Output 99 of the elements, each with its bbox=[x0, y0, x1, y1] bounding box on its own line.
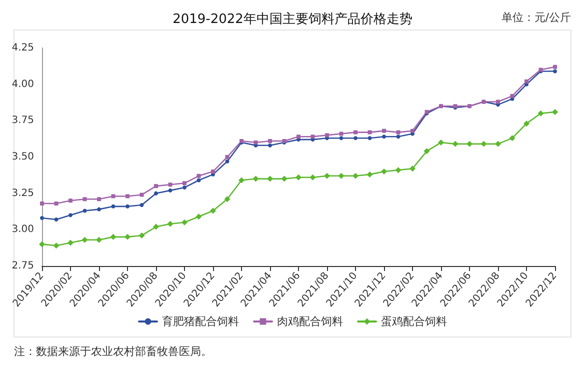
point bbox=[466, 140, 472, 147]
point bbox=[167, 220, 174, 227]
point bbox=[40, 216, 44, 220]
point bbox=[368, 136, 372, 140]
point bbox=[496, 100, 500, 104]
point bbox=[310, 174, 316, 180]
point bbox=[438, 139, 444, 146]
point bbox=[68, 213, 72, 218]
point bbox=[126, 204, 130, 208]
y-tick-label: 3.25 bbox=[12, 188, 34, 199]
point bbox=[182, 186, 186, 190]
y-tick-label: 3.00 bbox=[12, 224, 34, 236]
text: 单位：元/公斤 bbox=[501, 11, 572, 24]
point bbox=[196, 178, 201, 182]
point bbox=[225, 159, 230, 164]
point bbox=[339, 132, 344, 136]
point bbox=[382, 128, 386, 133]
point bbox=[382, 134, 386, 139]
point bbox=[338, 172, 344, 179]
point bbox=[552, 108, 558, 115]
point bbox=[296, 134, 300, 139]
point bbox=[424, 148, 430, 154]
point bbox=[381, 168, 387, 175]
y-tick-label: 4.25 bbox=[12, 42, 34, 54]
point bbox=[281, 176, 288, 182]
point bbox=[97, 197, 101, 202]
point bbox=[111, 194, 116, 198]
point bbox=[111, 204, 116, 208]
point bbox=[211, 170, 215, 174]
point bbox=[68, 240, 74, 246]
point bbox=[396, 134, 400, 139]
point bbox=[238, 177, 244, 184]
point bbox=[168, 188, 172, 192]
point bbox=[538, 110, 544, 116]
point bbox=[354, 136, 358, 140]
point bbox=[82, 208, 87, 213]
point bbox=[182, 219, 188, 226]
point bbox=[39, 241, 45, 248]
point bbox=[553, 69, 557, 74]
point bbox=[254, 140, 258, 144]
point bbox=[124, 234, 130, 240]
point bbox=[54, 217, 58, 222]
point bbox=[339, 136, 344, 140]
point bbox=[82, 236, 88, 243]
point bbox=[495, 140, 501, 147]
point bbox=[154, 184, 158, 188]
point bbox=[268, 143, 272, 148]
y-tick-label: 4.00 bbox=[12, 78, 34, 90]
point bbox=[410, 128, 414, 133]
point bbox=[182, 181, 186, 186]
point bbox=[352, 172, 358, 179]
point bbox=[324, 172, 330, 179]
point bbox=[480, 140, 487, 147]
point bbox=[268, 139, 272, 144]
point bbox=[366, 171, 373, 178]
chart-title: 2019-2022年中国主要饲料产品价格走势 bbox=[172, 11, 412, 27]
point bbox=[310, 134, 315, 139]
point bbox=[168, 182, 172, 187]
point bbox=[396, 130, 400, 134]
legend-label: 育肥猪配合饲料 bbox=[162, 315, 239, 328]
y-tick-label: 3.50 bbox=[12, 152, 34, 162]
point bbox=[68, 198, 72, 203]
point bbox=[354, 130, 358, 134]
legend-label: 肉鸡配合饲料 bbox=[277, 315, 343, 328]
point bbox=[510, 94, 514, 98]
point bbox=[97, 207, 101, 212]
point bbox=[296, 174, 302, 180]
point bbox=[154, 191, 158, 196]
legend-label: 蛋鸡配合饲料 bbox=[381, 315, 447, 328]
point bbox=[196, 214, 202, 220]
point bbox=[410, 166, 416, 172]
y-tick-label: 2.75 bbox=[12, 260, 34, 272]
point bbox=[138, 232, 145, 238]
point bbox=[553, 64, 557, 69]
point bbox=[210, 208, 216, 214]
point bbox=[368, 130, 372, 134]
point bbox=[509, 135, 516, 142]
point bbox=[524, 120, 530, 127]
point bbox=[452, 140, 458, 147]
text: 注：数据来源于农业农村部畜牧兽医局。 bbox=[14, 345, 212, 358]
y-tick-label: 3.75 bbox=[12, 115, 34, 126]
point bbox=[395, 167, 402, 174]
point bbox=[40, 202, 44, 206]
point bbox=[224, 196, 230, 202]
point bbox=[196, 174, 201, 178]
point bbox=[126, 194, 130, 198]
point bbox=[54, 202, 58, 206]
point bbox=[140, 192, 144, 197]
point bbox=[53, 242, 60, 249]
point bbox=[140, 202, 144, 207]
point bbox=[110, 234, 116, 240]
point bbox=[82, 197, 87, 202]
point bbox=[252, 176, 259, 182]
point bbox=[153, 224, 159, 230]
point bbox=[225, 155, 230, 159]
point bbox=[96, 236, 102, 243]
point bbox=[267, 176, 273, 182]
point bbox=[524, 79, 528, 84]
point bbox=[325, 133, 329, 138]
